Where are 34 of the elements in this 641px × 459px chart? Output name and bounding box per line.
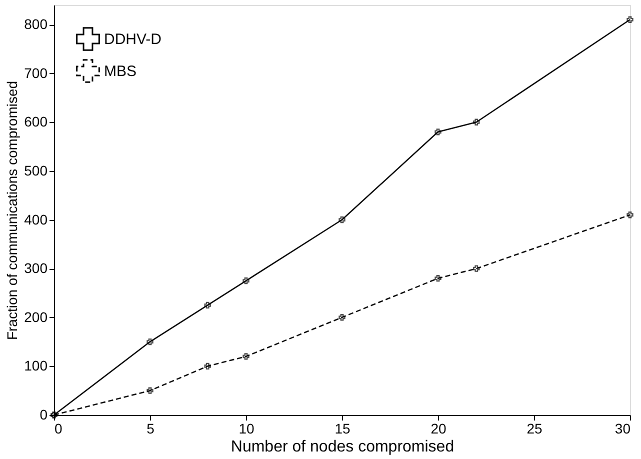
point xyxy=(204,302,211,309)
point xyxy=(242,353,250,360)
point xyxy=(473,118,480,126)
y-tick-label: 700 xyxy=(24,64,48,81)
y-tick-label: 100 xyxy=(24,358,48,374)
point xyxy=(242,277,250,284)
y-tick-label: 200 xyxy=(24,308,48,325)
point xyxy=(626,212,634,218)
x-tick-label: 20 xyxy=(430,420,446,436)
x-tick-label: 30 xyxy=(614,420,631,436)
x-tick-label: 5 xyxy=(146,420,155,436)
legend-label: DDHV-D xyxy=(104,31,162,48)
x-tick-label: 15 xyxy=(334,420,350,436)
point xyxy=(626,16,634,23)
y-tick-label: 500 xyxy=(24,162,48,178)
point xyxy=(338,314,346,321)
point xyxy=(473,265,480,272)
y-tick-label: 800 xyxy=(24,16,48,32)
y-tick-label: 300 xyxy=(24,260,48,276)
point xyxy=(146,387,154,394)
point xyxy=(338,216,346,224)
point xyxy=(434,274,442,282)
point xyxy=(146,338,154,346)
point xyxy=(434,128,442,136)
y-tick-label: 0 xyxy=(40,406,48,422)
y-tick-label: 400 xyxy=(24,211,48,228)
x-tick-label: 10 xyxy=(238,420,254,436)
x-tick-label: 0 xyxy=(54,420,62,436)
point xyxy=(204,362,211,370)
x-tick-label: 25 xyxy=(526,420,542,436)
x-axis-title: Number of nodes compromised xyxy=(230,438,454,456)
legend-label: MBS xyxy=(104,63,137,80)
y-axis-title: Fraction of communications compromised xyxy=(4,80,20,340)
y-tick-label: 600 xyxy=(24,114,48,130)
